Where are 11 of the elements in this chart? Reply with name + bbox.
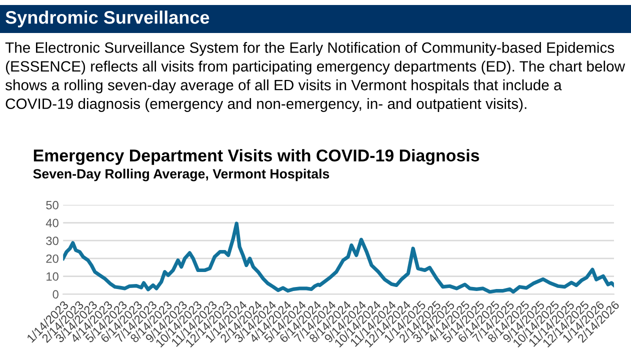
y-tick-label: 10 [46,272,58,281]
text: Syndromic Surveillance [6,10,210,28]
line-series [63,222,614,294]
y-tick-label: 20 [46,254,58,263]
text: The Electronic Surveillance System for the Early Notification of Community-based Epidemics (ESSENCE) reflects all visits from participating emergency departments (ED). The chart below shows a rolling seven-day average of all ED visits in Vermont hospitals that include a COVID-19 diagnosis (emergency and non-emergency, in- and outpatient visits). [5,42,626,112]
y-tick-label: 40 [46,218,58,228]
chart-subtitle: Seven-Day Rolling Average, Vermont Hospitals [33,168,330,182]
y-tick-label: 30 [46,236,58,246]
chart-title: Emergency Department Visits with COVID-19 Diagnosis [34,149,480,165]
y-tick-label: 50 [46,200,58,210]
y-tick-label: 0 [52,290,58,299]
